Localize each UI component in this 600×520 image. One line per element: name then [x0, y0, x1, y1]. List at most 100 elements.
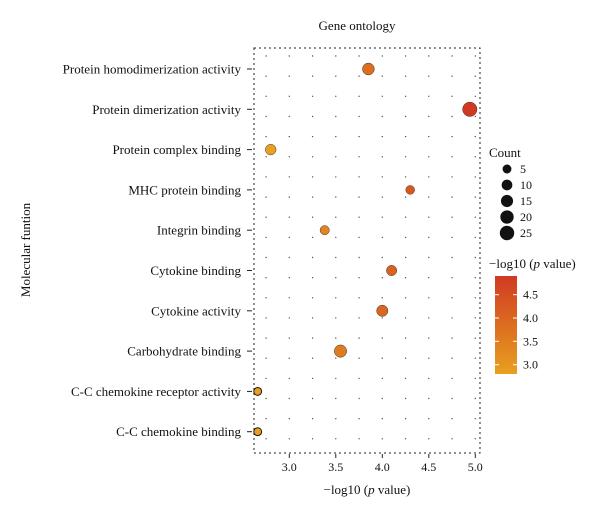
grid-dot	[451, 438, 453, 440]
grid-dot	[288, 357, 290, 359]
grid-dot	[358, 297, 360, 299]
size-legend-dot	[499, 225, 515, 241]
data-point	[462, 101, 478, 117]
grid-dot	[474, 176, 476, 178]
grid-dot	[358, 135, 360, 138]
grid-dot	[311, 357, 314, 359]
grid-dot	[404, 337, 407, 339]
grid-dot	[335, 277, 337, 279]
grid-dot	[451, 196, 453, 198]
grid-dot	[265, 317, 267, 319]
grid-dot	[451, 377, 453, 380]
grid-dot	[265, 135, 267, 138]
grid-dot	[451, 216, 453, 218]
grid-dot	[404, 297, 407, 299]
grid-dot	[381, 115, 383, 118]
grid-dot	[404, 216, 407, 218]
grid-dot	[381, 95, 383, 98]
colorbar-tick-labels: 4.5 4.0 3.5 3.0	[495, 288, 538, 372]
grid-dot	[288, 277, 290, 279]
grid-dot	[404, 156, 407, 158]
grid-dot	[265, 115, 267, 118]
grid-dot	[311, 277, 314, 279]
grid-dot	[474, 236, 476, 239]
grid-dot	[451, 357, 453, 359]
grid-dot	[381, 337, 383, 339]
grid-dot	[381, 357, 383, 359]
grid-dot	[288, 377, 290, 380]
grid-dot	[404, 176, 407, 178]
grid-dot	[311, 196, 314, 198]
grid-dot	[474, 135, 476, 138]
grid-dot	[311, 377, 314, 380]
grid-dot	[288, 256, 290, 259]
grid-dot	[335, 337, 337, 339]
colorbar-tick-label: 3.0	[523, 358, 538, 372]
x-axis-title: −log10 (p value)	[324, 482, 411, 497]
color-legend-title: −log10 (p value)	[489, 256, 576, 271]
grid-dot	[428, 115, 430, 118]
grid-dot	[381, 156, 383, 158]
grid-dot	[288, 55, 290, 57]
size-legend-label: 25	[520, 226, 532, 240]
grid-dot	[358, 357, 360, 359]
grid-dot	[451, 75, 453, 77]
grid-dot	[335, 256, 337, 259]
grid-dot	[428, 156, 430, 158]
data-point	[386, 265, 397, 276]
data-point	[334, 344, 347, 358]
grid-dot	[311, 216, 314, 218]
grid-dot	[358, 176, 360, 178]
category-label: Protein complex binding	[112, 142, 241, 157]
grid-dot	[335, 377, 337, 380]
grid-dot	[404, 438, 407, 440]
grid-dot	[381, 297, 383, 299]
grid-dot	[288, 317, 290, 319]
grid-dot	[358, 115, 360, 118]
grid-dot	[404, 377, 407, 380]
grid-dot	[311, 55, 314, 57]
grid-dot	[358, 377, 360, 380]
grid-dot	[428, 297, 430, 299]
grid-dot	[381, 55, 383, 57]
grid-dot	[474, 75, 476, 77]
colorbar	[495, 276, 517, 374]
grid-dot	[428, 277, 430, 279]
grid-dot	[474, 337, 476, 339]
grid-dot	[311, 438, 314, 440]
size-legend-title: Count	[489, 145, 521, 160]
grid-dot	[288, 176, 290, 178]
grid-dot	[288, 75, 290, 77]
grid-dot	[358, 317, 360, 319]
grid-dot	[335, 317, 337, 319]
grid-dot	[381, 277, 383, 279]
grid-dot	[335, 236, 337, 239]
grid-dot	[451, 95, 453, 98]
grid-dot	[335, 176, 337, 178]
grid-dot	[474, 297, 476, 299]
grid-dot	[428, 176, 430, 178]
grid-dot	[428, 236, 430, 239]
grid-dot	[428, 337, 430, 339]
grid-dot	[311, 236, 314, 239]
grid-dot	[311, 397, 314, 400]
grid-dot	[404, 236, 407, 239]
grid-dot	[288, 337, 290, 339]
category-label: Protein dimerization activity	[92, 102, 241, 117]
grid-dot	[288, 115, 290, 118]
grid-dot	[404, 418, 407, 420]
grid-dot	[404, 55, 407, 57]
grid-dot	[404, 357, 407, 359]
grid-dot	[335, 438, 337, 440]
grid-dot	[404, 75, 407, 77]
grid-dot	[474, 377, 476, 380]
grid-dot	[381, 317, 383, 319]
grid-dot	[428, 216, 430, 218]
grid-dot	[288, 438, 290, 440]
grid-dot	[335, 156, 337, 158]
grid-dot	[474, 95, 476, 98]
grid-dot	[428, 357, 430, 359]
grid-dot	[451, 156, 453, 158]
grid-dot	[428, 377, 430, 380]
grid-dot	[358, 236, 360, 239]
